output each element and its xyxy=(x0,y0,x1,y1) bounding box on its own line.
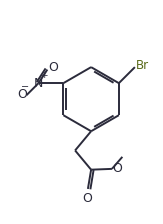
Text: N: N xyxy=(34,77,43,90)
Text: O: O xyxy=(82,192,92,205)
Text: Br: Br xyxy=(136,59,149,72)
Text: O: O xyxy=(18,88,28,101)
Text: O: O xyxy=(113,162,123,174)
Text: +: + xyxy=(40,71,47,80)
Text: −: − xyxy=(21,82,29,93)
Text: O: O xyxy=(48,61,58,74)
